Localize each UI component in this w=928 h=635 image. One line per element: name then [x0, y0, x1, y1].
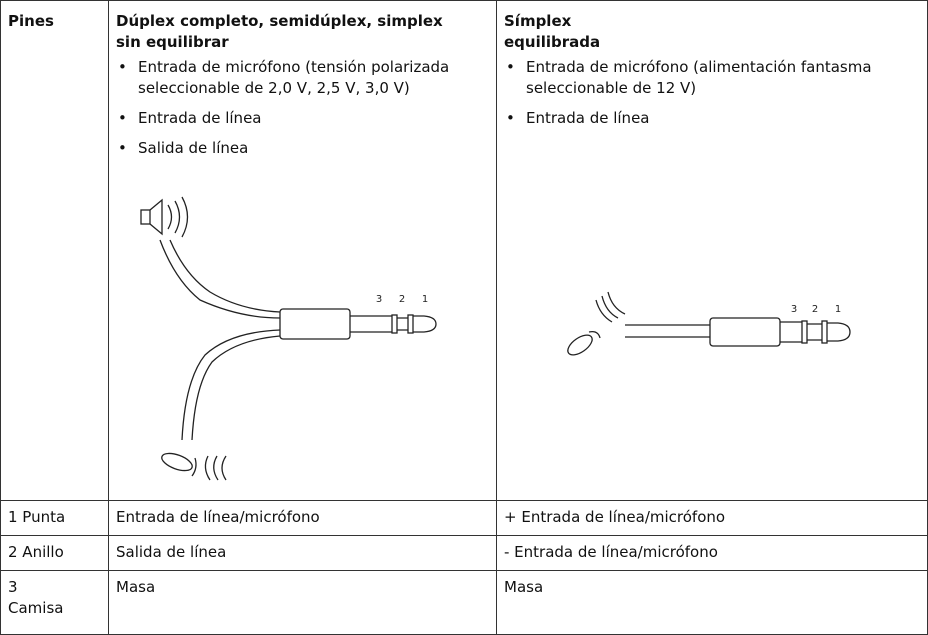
col-title: equilibrada [504, 33, 601, 51]
cell: - Entrada de línea/micrófono [496, 535, 928, 571]
cell: + Entrada de línea/micrófono [496, 500, 928, 536]
cell: 1 Punta [0, 500, 109, 536]
cell: 2 Anillo [0, 535, 109, 571]
col-title: Dúplex completo, semidúplex, simplex [116, 12, 443, 30]
bullet: Entrada de línea [116, 108, 489, 129]
cell: Entrada de línea/micrófono [108, 500, 497, 536]
bullet: Entrada de línea [504, 108, 920, 129]
col-title: sin equilibrar [116, 33, 229, 51]
bullet: Salida de línea [116, 138, 489, 159]
bullet-list: Entrada de micrófono (alimentación fanta… [504, 57, 920, 129]
cell: Masa [496, 570, 928, 635]
bullet-list: Entrada de micrófono (tensión polarizada… [116, 57, 489, 159]
bullet: Entrada de micrófono (tensión polarizada… [116, 57, 489, 99]
header-pins: Pines [0, 0, 109, 501]
header-col: Símplex equilibrada Entrada de micrófono… [496, 0, 928, 501]
col-title: Símplex [504, 12, 572, 30]
bullet: Entrada de micrófono (alimentación fanta… [504, 57, 920, 99]
cell: Salida de línea [108, 535, 497, 571]
header-col: Dúplex completo, semidúplex, simplex sin… [108, 0, 497, 501]
cell: Masa [108, 570, 497, 635]
cell: 3 Camisa [0, 570, 109, 635]
